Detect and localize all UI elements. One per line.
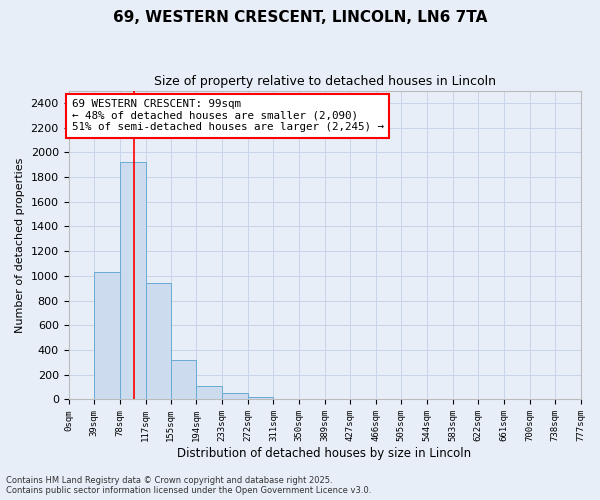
- Bar: [248, 397, 274, 400]
- Bar: [146, 284, 170, 400]
- Bar: [222, 394, 248, 400]
- Bar: [170, 360, 196, 400]
- Text: 69, WESTERN CRESCENT, LINCOLN, LN6 7TA: 69, WESTERN CRESCENT, LINCOLN, LN6 7TA: [113, 10, 487, 25]
- Bar: [94, 272, 120, 400]
- Title: Size of property relative to detached houses in Lincoln: Size of property relative to detached ho…: [154, 75, 496, 88]
- Bar: [120, 162, 146, 400]
- Bar: [274, 399, 299, 400]
- X-axis label: Distribution of detached houses by size in Lincoln: Distribution of detached houses by size …: [178, 447, 472, 460]
- Text: Contains HM Land Registry data © Crown copyright and database right 2025.
Contai: Contains HM Land Registry data © Crown c…: [6, 476, 371, 495]
- Bar: [196, 386, 222, 400]
- Y-axis label: Number of detached properties: Number of detached properties: [15, 158, 25, 332]
- Text: 69 WESTERN CRESCENT: 99sqm
← 48% of detached houses are smaller (2,090)
51% of s: 69 WESTERN CRESCENT: 99sqm ← 48% of deta…: [72, 99, 384, 132]
